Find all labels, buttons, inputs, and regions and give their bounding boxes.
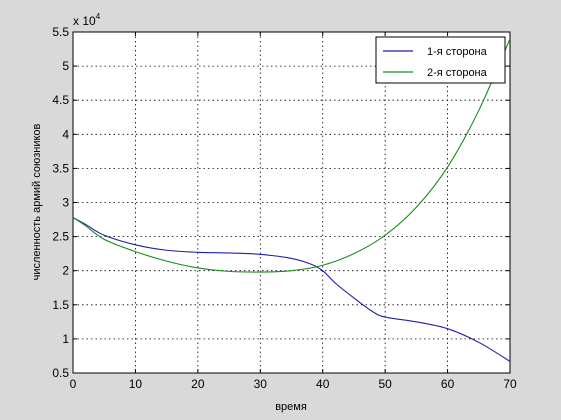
y-axis-label: численность армий союзников [31, 123, 43, 280]
y-tick-label: 1.5 [52, 298, 69, 312]
x-tick-label: 10 [129, 377, 143, 391]
x-tick-label: 0 [70, 377, 77, 391]
y-tick-label: 0.5 [52, 366, 69, 380]
series-line-2 [72, 38, 511, 273]
x-tick-label: 60 [441, 377, 455, 391]
y-tick-label: 4.5 [52, 93, 69, 107]
legend-label-series-2: 2-я сторона [427, 67, 488, 79]
y-tick-label: 2 [62, 264, 69, 278]
y-tick-label: 5 [62, 59, 69, 73]
axis-ticks: 0 10 20 30 40 50 60 70 0.5 1 1.5 2 2.5 3 3.5 4 4.5 5 5.5 [52, 25, 517, 391]
series-line-1 [72, 217, 511, 362]
y-tick-label: 4 [62, 127, 69, 141]
x-tick-label: 20 [191, 377, 205, 391]
legend-box [375, 36, 506, 84]
y-tick-label: 2.5 [52, 230, 69, 244]
y-tick-label: 1 [62, 332, 69, 346]
y-tick-label: 3 [62, 196, 69, 210]
x-tick-label: 40 [316, 377, 330, 391]
x-tick-label: 30 [254, 377, 268, 391]
y-tick-label: 5.5 [52, 25, 69, 39]
legend: 1-я сторона 2-я сторона [375, 36, 506, 84]
x-tick-label: 50 [378, 377, 392, 391]
y-multiplier-label: x 104 [73, 12, 101, 28]
x-axis-label: время [275, 401, 307, 413]
y-multiplier-exponent: 4 [96, 12, 101, 21]
legend-label-series-1: 1-я сторона [427, 46, 488, 58]
series-lines [72, 38, 511, 362]
grid-lines [73, 32, 510, 373]
x-tick-label: 70 [503, 377, 517, 391]
y-tick-label: 3.5 [52, 161, 69, 175]
